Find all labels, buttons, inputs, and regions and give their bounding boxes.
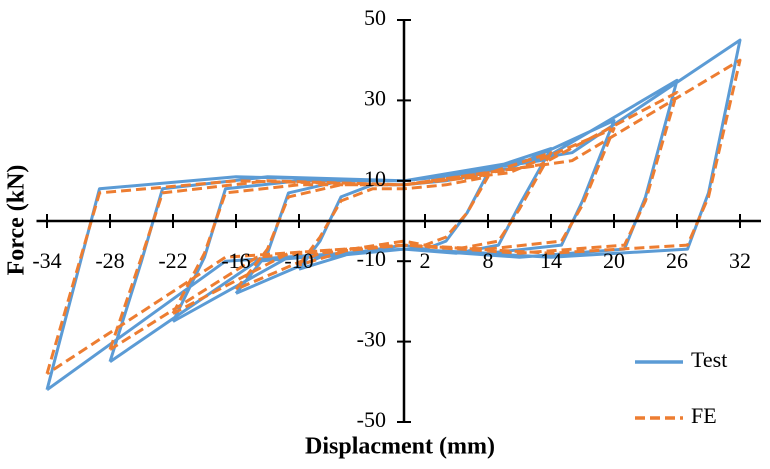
x-tick-label: 14: [540, 248, 562, 273]
y-axis-title: Force (kN): [4, 165, 30, 276]
x-tick-label: -22: [158, 248, 187, 273]
y-tick-label: 50: [364, 5, 386, 30]
legend-label: Test: [691, 347, 727, 372]
x-tick-label: 32: [729, 248, 751, 273]
x-axis-title: Displacment (mm): [305, 434, 495, 460]
legend-label: FE: [691, 403, 717, 428]
x-tick-label: 26: [666, 248, 688, 273]
y-tick-label: 30: [364, 85, 386, 110]
data-line: [45, 58, 742, 376]
x-tick-label: -34: [32, 248, 61, 273]
x-tick-label: 8: [483, 248, 494, 273]
x-tick-label: -28: [95, 248, 124, 273]
y-tick-label: -50: [357, 407, 386, 432]
x-tick-label: 20: [603, 248, 625, 273]
data-line: [45, 38, 742, 392]
x-tick-label: -16: [221, 248, 250, 273]
y-tick-label: 10: [364, 166, 386, 191]
y-tick-label: -10: [357, 246, 386, 271]
x-tick-label: -10: [284, 248, 313, 273]
x-tick-label: 2: [420, 248, 431, 273]
y-tick-label: -30: [357, 327, 386, 352]
